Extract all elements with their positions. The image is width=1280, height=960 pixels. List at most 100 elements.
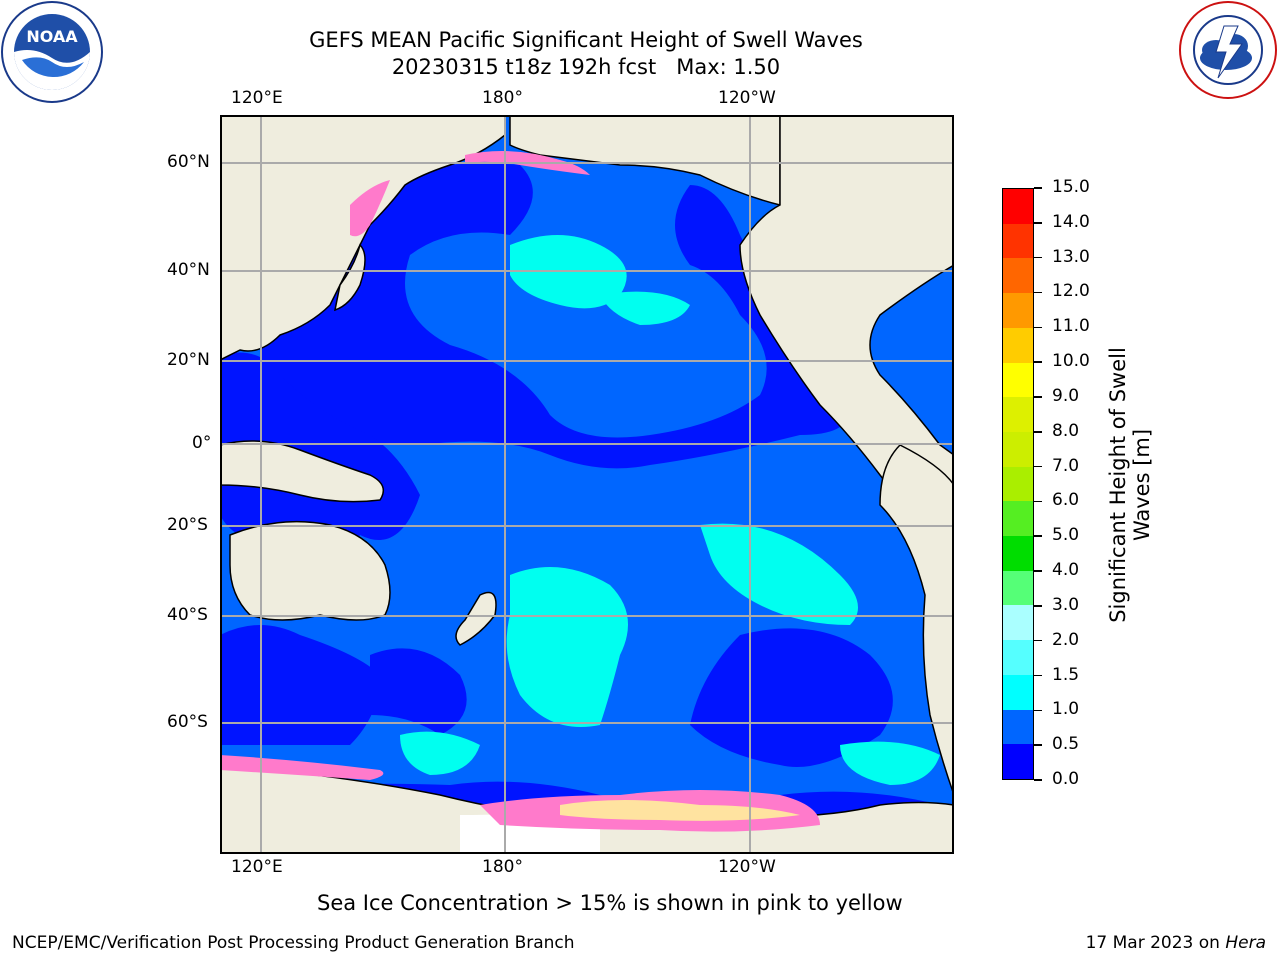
colorbar-tick-mark	[1034, 639, 1042, 642]
lat-label-0: 0°	[192, 433, 212, 453]
sea-ice-okhotsk	[350, 180, 390, 237]
colorbar-tick-label: 13.0	[1052, 246, 1090, 267]
colorbar-label-line2: Waves [m]	[1130, 428, 1154, 542]
colorbar-swatch	[1003, 674, 1033, 710]
colorbar-tick-label: 0.0	[1052, 769, 1080, 789]
colorbar-swatch	[1003, 501, 1033, 537]
nws-logo	[1176, 0, 1280, 104]
colorbar-tick-label: 10.0	[1052, 351, 1090, 372]
ocean-low-nw-pacific	[260, 163, 849, 469]
lat-label-60n: 60°N	[167, 152, 210, 172]
colorbar-swatch	[1003, 709, 1033, 745]
lat-label-20n: 20°N	[167, 350, 210, 370]
colorbar-swatch	[1003, 570, 1033, 606]
colorbar-swatch	[1003, 223, 1033, 259]
colorbar	[1002, 188, 1034, 780]
map-canvas	[219, 114, 955, 855]
land-alaska	[509, 114, 781, 206]
colorbar-tick-label: 2.0	[1052, 629, 1080, 650]
colorbar-swatch	[1003, 189, 1033, 224]
colorbar-tick-mark	[1034, 291, 1042, 294]
ocean-low-southern	[370, 648, 467, 735]
colorbar-tick-mark	[1034, 361, 1042, 363]
lon-label-top-180: 180°	[482, 88, 523, 108]
nws-emblem-icon	[1179, 1, 1277, 99]
noaa-emblem-icon: NOAA	[1, 1, 103, 103]
colorbar-swatch	[1003, 258, 1033, 294]
lon-label-top-120w: 120°W	[718, 88, 776, 108]
colorbar-swatch	[1003, 466, 1033, 502]
sea-ice-note: Sea Ice Concentration > 15% is shown in …	[317, 891, 903, 915]
colorbar-swatches	[1003, 189, 1033, 779]
lat-label-20s: 20°S	[167, 515, 208, 535]
colorbar-tick-mark	[1034, 187, 1042, 189]
colorbar-tick-mark	[1034, 570, 1042, 572]
footer-host: Hera	[1225, 933, 1266, 953]
colorbar-tick-mark	[1034, 222, 1042, 224]
land-japan	[334, 243, 366, 312]
colorbar-tick-mark	[1034, 744, 1042, 746]
ocean-high-south	[506, 567, 628, 727]
colorbar-tick-mark	[1034, 431, 1042, 433]
lon-label-bottom-120w: 120°W	[718, 857, 776, 877]
svg-text:NOAA: NOAA	[26, 27, 78, 46]
colorbar-swatch	[1003, 293, 1033, 328]
colorbar-tick-label: 5.0	[1052, 525, 1080, 546]
colorbar-tick-mark	[1034, 605, 1042, 607]
colorbar-swatch	[1003, 362, 1033, 398]
colorbar-tick-label: 7.0	[1052, 455, 1080, 476]
ocean-high-southeast-2	[840, 741, 940, 785]
colorbar-tick-mark	[1034, 535, 1042, 537]
noaa-logo: NOAA	[0, 0, 104, 104]
colorbar-swatch	[1003, 640, 1033, 675]
colorbar-tick-label: 9.0	[1052, 385, 1080, 406]
colorbar-swatch	[1003, 536, 1033, 571]
colorbar-tick-mark	[1034, 256, 1042, 259]
colorbar-swatch	[1003, 397, 1033, 432]
lat-label-60s: 60°S	[167, 712, 208, 732]
colorbar-tick-mark	[1034, 326, 1042, 329]
colorbar-swatch	[1003, 744, 1033, 779]
colorbar-tick-mark	[1034, 779, 1042, 781]
lon-label-bottom-180: 180°	[482, 857, 523, 877]
colorbar-tick-mark	[1034, 674, 1042, 677]
colorbar-tick-label: 1.0	[1052, 699, 1080, 720]
colorbar-label-line1: Significant Height of Swell	[1106, 347, 1130, 623]
sea-ice-antarctic-yellow	[560, 800, 800, 821]
colorbar-tick-label: 8.0	[1052, 420, 1080, 441]
colorbar-tick-label: 4.0	[1052, 560, 1080, 581]
colorbar-tick-label: 6.0	[1052, 490, 1080, 511]
swell-height-map	[219, 114, 955, 855]
chart-subtitle: 20230315 t18z 192h fcst Max: 1.50	[391, 55, 781, 79]
land-new-zealand	[455, 591, 497, 646]
lon-label-bottom-120e: 120°E	[231, 857, 283, 877]
ocean-low-southeast	[690, 628, 893, 767]
ocean-high-north-2	[600, 291, 690, 325]
chart-title: GEFS MEAN Pacific Significant Height of …	[309, 28, 863, 52]
footer-date: 17 Mar 2023 on Hera	[1086, 933, 1266, 953]
lat-label-40n: 40°N	[167, 260, 210, 280]
footer-credit: NCEP/EMC/Verification Post Processing Pr…	[12, 933, 575, 953]
footer-date-text: 17 Mar 2023 on	[1085, 933, 1226, 953]
colorbar-swatch	[1003, 431, 1033, 467]
colorbar-swatch	[1003, 605, 1033, 641]
graticule	[220, 115, 954, 854]
colorbar-swatch	[1003, 327, 1033, 363]
colorbar-label: Significant Height of Swell Waves [m]	[1106, 347, 1154, 623]
ocean-high-southwest	[400, 731, 480, 775]
colorbar-tick-label: 15.0	[1052, 177, 1090, 197]
colorbar-tick-mark	[1034, 396, 1042, 398]
colorbar-tick-label: 3.0	[1052, 594, 1080, 615]
land-asia	[219, 114, 506, 362]
colorbar-tick-label: 11.0	[1052, 316, 1090, 337]
colorbar-tick-label: 12.0	[1052, 281, 1090, 302]
colorbar-tick-label: 0.5	[1052, 734, 1080, 755]
colorbar-tick-mark	[1034, 465, 1042, 468]
ocean-high-southeast	[700, 523, 858, 625]
colorbar-tick-mark	[1034, 500, 1042, 503]
lon-label-top-120e: 120°E	[231, 88, 283, 108]
colorbar-tick-label: 1.5	[1052, 664, 1080, 685]
lat-label-40s: 40°S	[167, 605, 208, 625]
map-frame	[220, 115, 954, 854]
colorbar-tick-label: 14.0	[1052, 211, 1090, 232]
